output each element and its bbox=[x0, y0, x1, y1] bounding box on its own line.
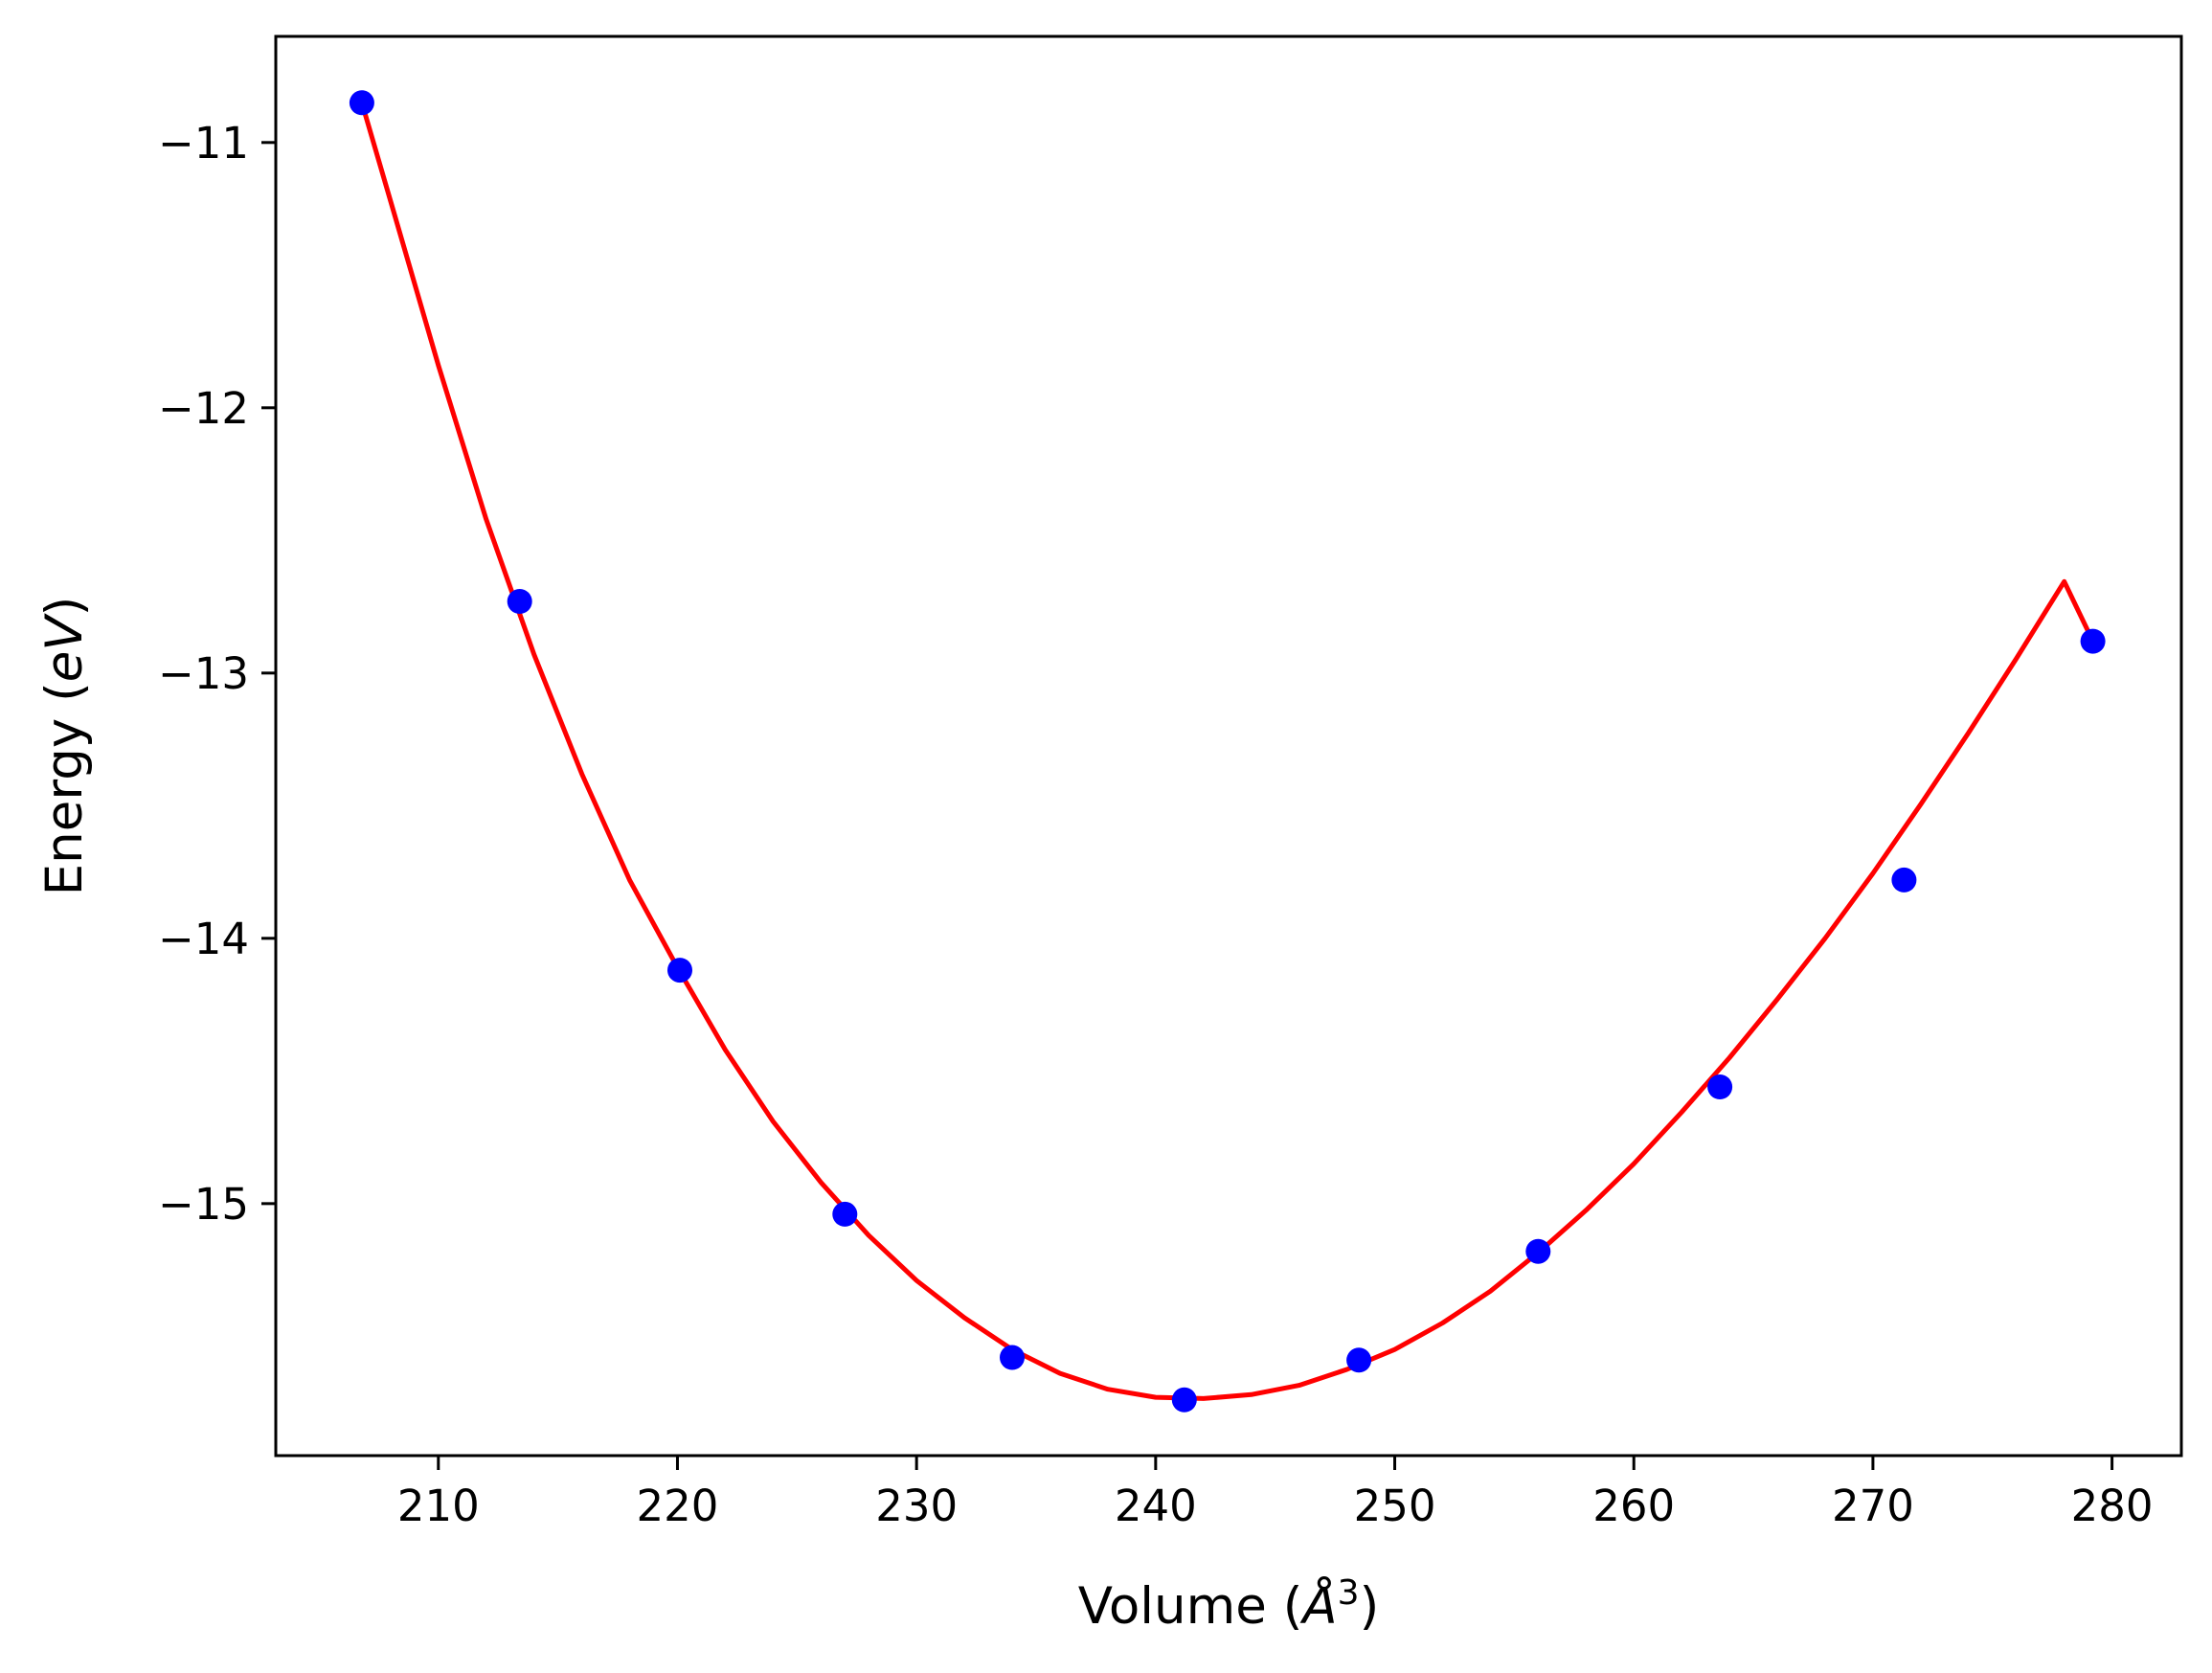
x-tick-label: 250 bbox=[1354, 1481, 1436, 1531]
x-axis-label-symbol: Å bbox=[1299, 1574, 1337, 1636]
data-point bbox=[1891, 867, 1917, 893]
data-point bbox=[1171, 1387, 1197, 1413]
y-tick-label: −12 bbox=[158, 383, 249, 434]
x-tick-label: 230 bbox=[875, 1481, 958, 1531]
data-point bbox=[1346, 1347, 1372, 1373]
data-point bbox=[832, 1201, 858, 1227]
fit-curve-line bbox=[359, 100, 2096, 1401]
x-tick-label: 260 bbox=[1592, 1481, 1675, 1531]
x-axis-label-pre: Volume ( bbox=[1078, 1577, 1303, 1636]
data-point bbox=[349, 90, 374, 116]
plot-frame bbox=[274, 34, 2183, 1458]
y-tick-label: −13 bbox=[158, 648, 249, 699]
x-tick-label: 270 bbox=[1832, 1481, 1914, 1531]
y-axis-label-italic: eV bbox=[35, 613, 94, 683]
x-axis-label-sup: 3 bbox=[1338, 1573, 1360, 1613]
data-point bbox=[507, 589, 532, 614]
y-axis-label: Energy (eV) bbox=[35, 597, 94, 896]
y-tick-label: −15 bbox=[158, 1179, 249, 1230]
y-tick-label: −14 bbox=[158, 914, 249, 964]
x-tick-label: 280 bbox=[2071, 1481, 2154, 1531]
data-point bbox=[667, 958, 692, 983]
data-point bbox=[1000, 1345, 1025, 1370]
x-axis-label-post: ) bbox=[1360, 1577, 1380, 1636]
x-tick-label: 220 bbox=[637, 1481, 719, 1531]
x-tick-label: 210 bbox=[397, 1481, 480, 1531]
x-axis-label: Volume (Å3) bbox=[1078, 1573, 1380, 1636]
x-axis-ticks: 210 220 230 240 250 260 270 280 bbox=[397, 1456, 2154, 1531]
y-axis-label-post: ) bbox=[35, 597, 94, 617]
data-point bbox=[2080, 628, 2106, 654]
x-tick-label: 240 bbox=[1115, 1481, 1197, 1531]
data-point bbox=[1707, 1074, 1733, 1099]
plot-marks bbox=[349, 90, 2106, 1413]
data-point bbox=[1525, 1238, 1551, 1264]
y-axis-ticks: −11 −12 −13 −14 −15 bbox=[158, 118, 276, 1230]
y-tick-label: −11 bbox=[158, 118, 249, 169]
y-axis-label-pre: Energy ( bbox=[35, 682, 94, 895]
